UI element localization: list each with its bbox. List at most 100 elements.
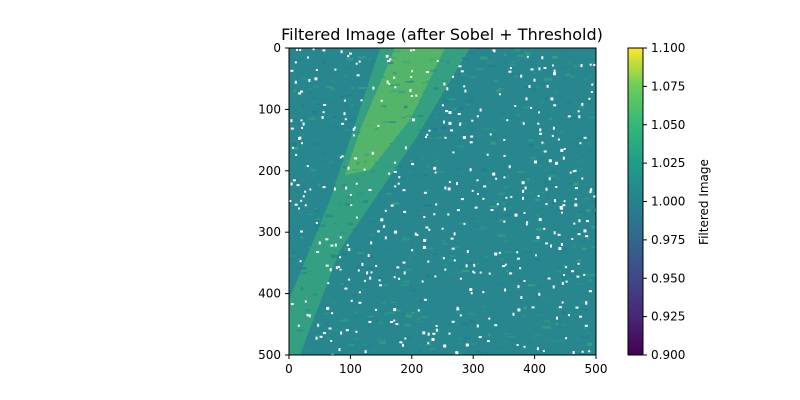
threshold-speck	[299, 260, 302, 263]
noise-cell	[474, 49, 479, 51]
threshold-speck	[476, 324, 479, 328]
noise-cell	[579, 168, 582, 170]
threshold-speck	[503, 154, 506, 157]
noise-cell	[342, 183, 346, 187]
threshold-speck	[520, 74, 523, 78]
noise-cell	[547, 272, 550, 276]
noise-cell	[334, 127, 339, 130]
noise-cell	[333, 222, 339, 225]
threshold-speck	[522, 196, 524, 200]
noise-cell	[530, 157, 537, 160]
noise-cell	[576, 290, 584, 293]
noise-cell	[312, 199, 315, 202]
noise-cell	[584, 197, 589, 200]
threshold-speck	[425, 71, 429, 74]
noise-cell	[428, 302, 432, 305]
noise-cell	[463, 269, 470, 273]
noise-cell	[572, 230, 580, 233]
threshold-speck	[290, 182, 293, 186]
noise-cell	[300, 286, 304, 290]
noise-cell	[574, 150, 578, 153]
threshold-speck	[517, 285, 520, 289]
noise-cell	[532, 138, 539, 141]
noise-cell	[402, 312, 405, 315]
noise-cell	[461, 57, 465, 59]
threshold-speck	[462, 136, 466, 139]
noise-cell	[560, 98, 566, 102]
noise-cell	[506, 175, 510, 178]
threshold-speck	[411, 118, 415, 122]
threshold-speck	[463, 85, 466, 88]
noise-cell	[355, 131, 361, 134]
threshold-speck	[555, 186, 558, 188]
noise-cell	[474, 226, 480, 228]
noise-cell	[523, 306, 527, 309]
noise-cell	[312, 293, 318, 296]
noise-cell	[432, 156, 436, 158]
noise-cell	[522, 158, 525, 161]
noise-cell	[589, 201, 596, 203]
threshold-speck	[565, 280, 568, 283]
noise-cell	[388, 61, 394, 65]
threshold-speck	[446, 87, 449, 91]
noise-cell	[417, 317, 420, 320]
noise-cell	[442, 257, 448, 259]
noise-cell	[521, 315, 526, 318]
noise-cell	[536, 310, 543, 313]
threshold-speck	[543, 67, 547, 69]
threshold-speck	[523, 345, 526, 348]
threshold-speck	[581, 102, 584, 106]
colorbar-tick-label: 0.975	[651, 233, 685, 247]
threshold-speck	[455, 351, 459, 355]
noise-cell	[470, 320, 475, 323]
noise-cell	[582, 240, 586, 243]
colorbar-tick-label: 1.050	[651, 118, 685, 132]
threshold-speck	[404, 146, 407, 150]
threshold-speck	[390, 321, 394, 323]
noise-cell	[300, 288, 303, 291]
threshold-speck	[572, 170, 575, 173]
threshold-speck	[471, 189, 474, 192]
threshold-speck	[448, 332, 451, 335]
threshold-speck	[581, 177, 584, 180]
threshold-speck	[521, 181, 525, 185]
noise-cell	[441, 239, 446, 242]
threshold-speck	[334, 68, 337, 71]
noise-cell	[482, 255, 489, 258]
noise-cell	[415, 183, 420, 186]
noise-cell	[595, 335, 596, 337]
noise-cell	[384, 165, 390, 168]
noise-cell	[483, 305, 487, 309]
threshold-speck	[486, 153, 489, 156]
threshold-speck	[584, 324, 588, 327]
threshold-speck	[302, 195, 305, 198]
threshold-speck	[443, 82, 446, 86]
threshold-speck	[339, 256, 342, 259]
noise-cell	[381, 76, 386, 79]
noise-cell	[408, 257, 411, 260]
noise-cell	[503, 53, 507, 56]
threshold-speck	[469, 168, 472, 172]
noise-cell	[464, 88, 469, 90]
noise-cell	[402, 191, 409, 195]
noise-cell	[321, 213, 329, 216]
threshold-speck	[545, 203, 548, 206]
threshold-speck	[322, 49, 326, 52]
threshold-speck	[377, 124, 380, 127]
noise-cell	[468, 262, 476, 264]
noise-cell	[356, 312, 360, 316]
threshold-speck	[394, 185, 397, 188]
noise-cell	[468, 100, 475, 103]
noise-cell	[497, 192, 506, 196]
noise-cell	[508, 339, 515, 341]
noise-cell	[384, 312, 388, 315]
threshold-speck	[469, 141, 473, 144]
noise-cell	[396, 84, 400, 86]
noise-cell	[502, 290, 509, 293]
noise-cell	[292, 193, 300, 195]
noise-cell	[534, 145, 541, 147]
noise-cell	[341, 167, 344, 170]
noise-cell	[366, 88, 373, 90]
threshold-speck	[574, 203, 578, 207]
noise-cell	[433, 267, 437, 269]
